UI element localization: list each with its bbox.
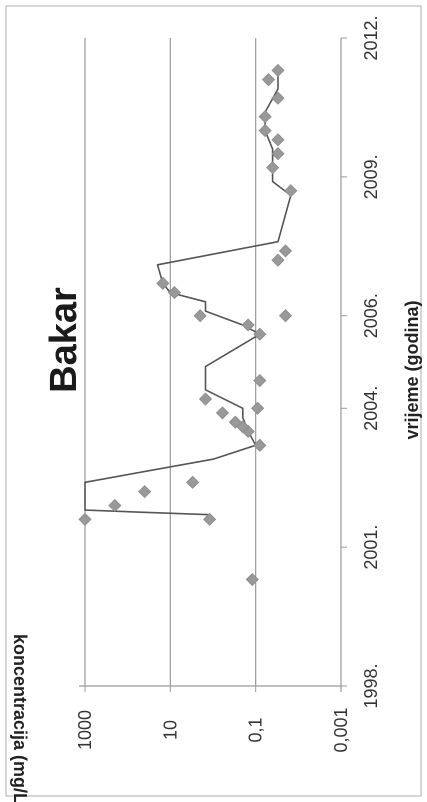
data-point xyxy=(271,63,285,77)
data-point xyxy=(266,161,280,175)
data-point xyxy=(278,309,293,323)
data-point xyxy=(167,286,182,300)
x-tick-label: 2004. xyxy=(361,386,381,431)
data-point xyxy=(228,415,242,429)
data-point xyxy=(261,73,276,87)
y-tick-label: 1000 xyxy=(75,710,95,750)
data-point xyxy=(215,406,230,420)
x-tick-label: 2009. xyxy=(361,154,381,199)
data-point xyxy=(253,327,267,341)
data-point xyxy=(253,438,267,452)
data-point xyxy=(258,110,272,124)
data-markers-layer xyxy=(78,63,298,587)
tick-labels: 1998. 2001. 2004. 2006. 2009. 2012. 0,001 0,1 10… xyxy=(75,15,381,752)
data-point xyxy=(271,133,285,147)
y-tick-label: 10 xyxy=(160,720,180,740)
axes xyxy=(79,37,347,692)
y-tick-label: 0,001 xyxy=(331,707,351,752)
x-axis-title: vrijeme (godina) xyxy=(402,300,422,439)
x-tick-label: 2001. xyxy=(361,525,381,570)
data-point xyxy=(203,512,217,526)
x-tick-label: 2006. xyxy=(361,293,381,338)
x-tick-label: 2012. xyxy=(361,15,381,60)
data-point xyxy=(251,401,265,415)
data-point xyxy=(271,91,285,105)
data-point xyxy=(253,373,267,388)
data-point xyxy=(271,253,285,267)
data-point xyxy=(198,392,213,406)
chart-title: Bakar xyxy=(43,287,85,393)
data-point xyxy=(138,485,152,499)
x-tick-label: 1998. xyxy=(361,663,381,708)
chart-frame xyxy=(5,5,422,797)
data-point xyxy=(245,572,259,587)
data-point xyxy=(78,512,92,526)
data-point xyxy=(278,244,293,258)
data-point xyxy=(108,498,122,513)
data-point xyxy=(186,475,200,489)
data-point xyxy=(241,318,255,332)
data-point xyxy=(193,309,207,323)
data-point xyxy=(284,184,298,198)
y-axis-title: koncentracija (mg/L) xyxy=(10,634,30,802)
y-tick-label: 0,1 xyxy=(246,717,266,742)
data-point xyxy=(271,147,285,161)
data-point xyxy=(156,276,170,290)
data-point xyxy=(258,124,272,138)
